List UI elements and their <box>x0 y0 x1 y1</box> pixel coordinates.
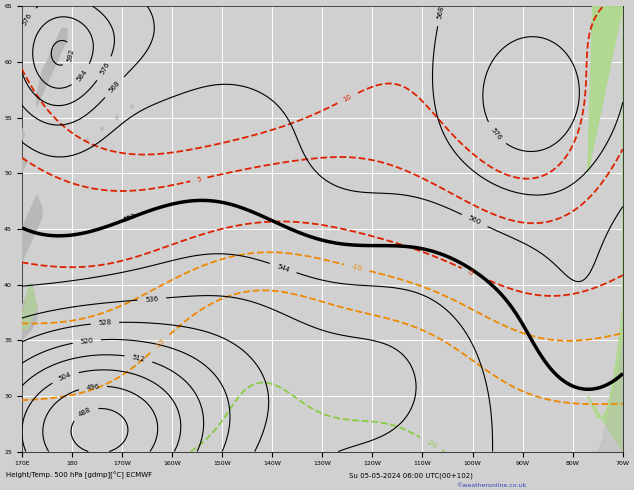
Polygon shape <box>22 196 42 262</box>
Text: 496: 496 <box>86 383 100 391</box>
Polygon shape <box>37 28 67 106</box>
Text: -20: -20 <box>425 439 437 449</box>
Text: 552: 552 <box>123 213 138 223</box>
Polygon shape <box>593 340 623 451</box>
Polygon shape <box>22 156 27 173</box>
Text: 488: 488 <box>77 406 92 417</box>
Polygon shape <box>22 295 37 340</box>
Polygon shape <box>22 129 24 140</box>
Polygon shape <box>22 285 37 329</box>
Text: 504: 504 <box>58 371 72 382</box>
Text: 576: 576 <box>489 126 502 141</box>
Text: 512: 512 <box>131 354 146 363</box>
Text: 576: 576 <box>99 61 111 76</box>
Polygon shape <box>86 138 88 142</box>
Text: ©weatheronline.co.uk: ©weatheronline.co.uk <box>456 483 527 488</box>
Polygon shape <box>588 6 623 451</box>
Text: 536: 536 <box>145 295 158 302</box>
Text: 544: 544 <box>276 263 290 273</box>
Text: 576: 576 <box>21 12 33 26</box>
Text: 520: 520 <box>80 337 94 345</box>
Text: 584: 584 <box>75 68 89 82</box>
Text: Height/Temp. 500 hPa [gdmp][°C] ECMWF: Height/Temp. 500 hPa [gdmp][°C] ECMWF <box>6 472 152 479</box>
Polygon shape <box>131 104 134 109</box>
Text: 10: 10 <box>342 93 353 103</box>
Text: 5: 5 <box>196 176 202 183</box>
Text: 592: 592 <box>67 48 75 62</box>
Text: 568: 568 <box>108 80 121 94</box>
Text: -5: -5 <box>467 268 476 276</box>
Text: 528: 528 <box>98 319 112 326</box>
Polygon shape <box>115 115 119 120</box>
Text: Su 05-05-2024 06:00 UTC(00+102): Su 05-05-2024 06:00 UTC(00+102) <box>349 473 472 479</box>
Text: 568: 568 <box>436 5 444 20</box>
Text: -10: -10 <box>351 263 363 272</box>
Polygon shape <box>22 285 37 329</box>
Polygon shape <box>100 126 103 131</box>
Text: 560: 560 <box>467 215 482 226</box>
Text: -15: -15 <box>154 337 167 349</box>
